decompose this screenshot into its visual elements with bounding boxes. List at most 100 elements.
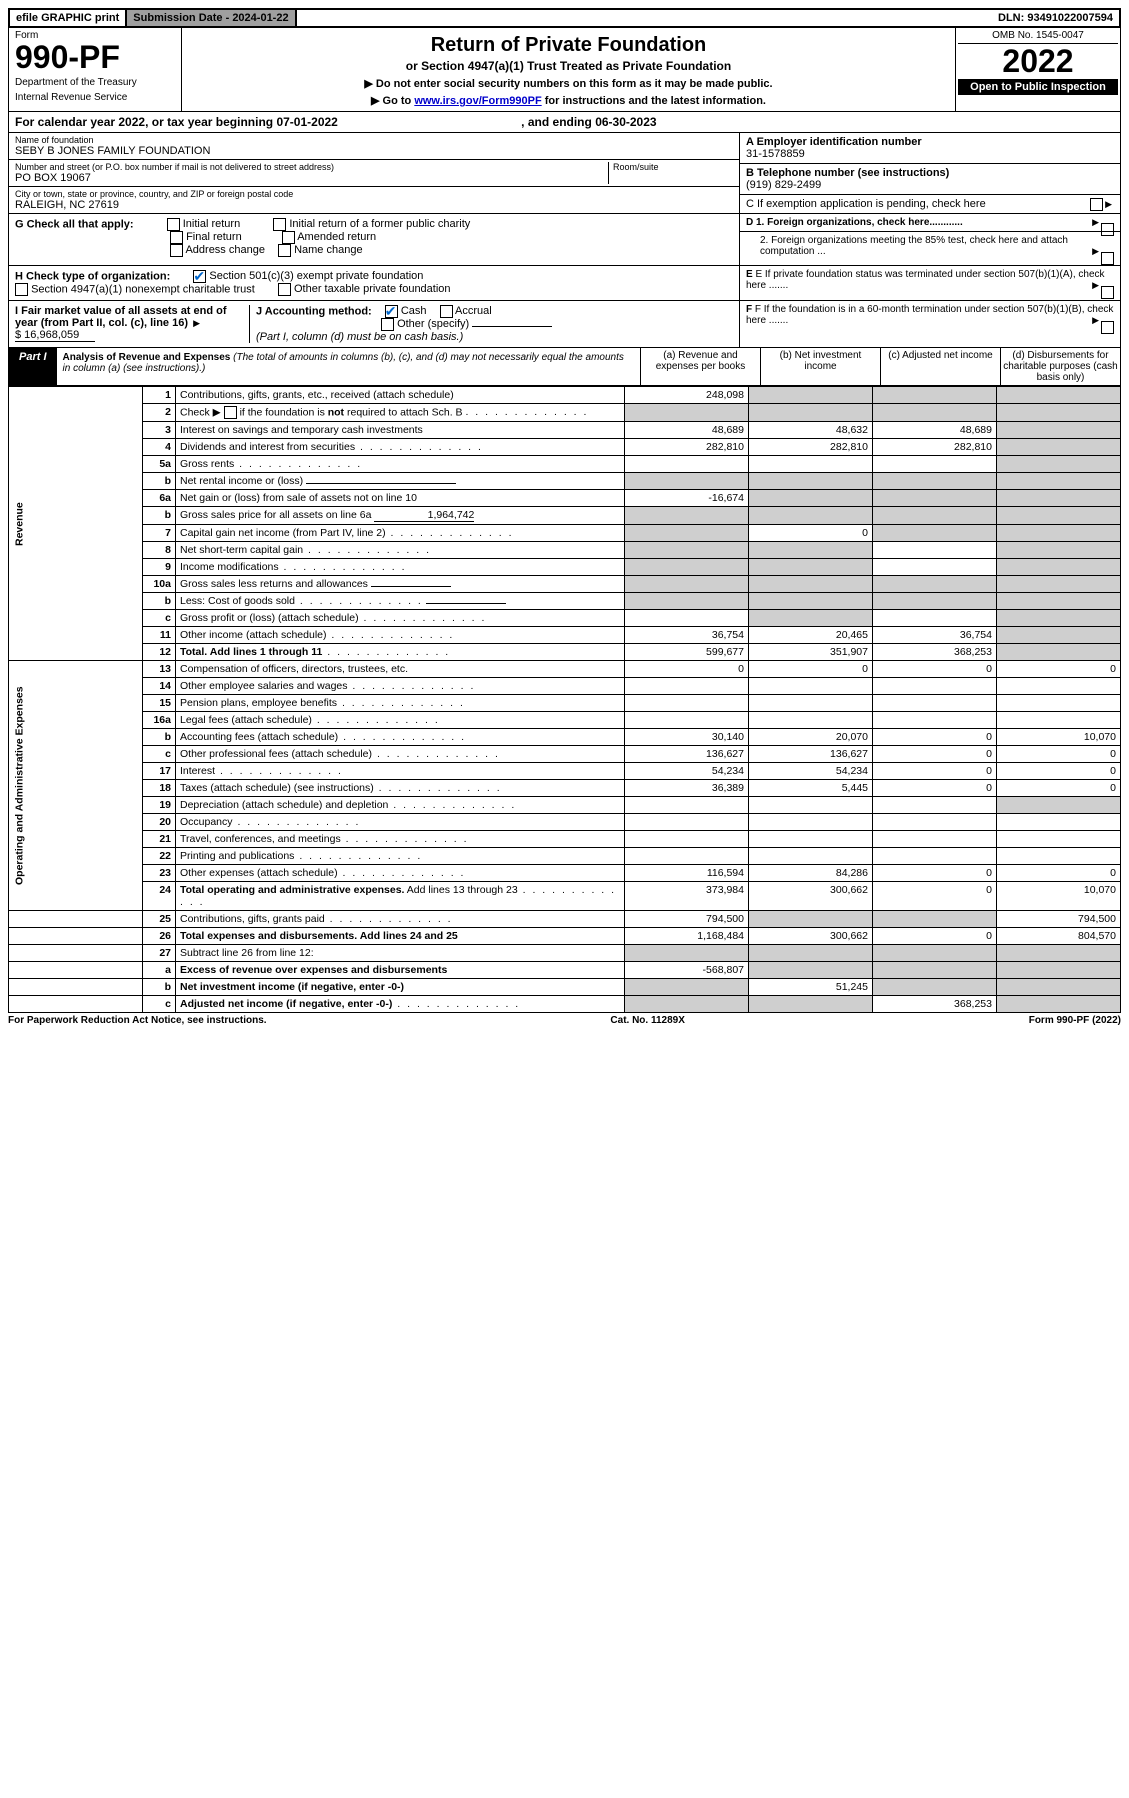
j-other-checkbox[interactable] — [381, 318, 394, 331]
address-cell: Number and street (or P.O. box number if… — [9, 160, 739, 187]
g-o1: Initial return — [183, 218, 240, 230]
revenue-side-label: Revenue — [9, 387, 143, 661]
6b-value: 1,964,742 — [374, 509, 474, 522]
header-left: Form 990-PF Department of the Treasury I… — [9, 28, 182, 111]
h-501c3-checkbox[interactable] — [193, 270, 206, 283]
inst2-pre: ▶ Go to — [371, 95, 414, 107]
d1-checkbox[interactable] — [1101, 223, 1114, 236]
city: RALEIGH, NC 27619 — [15, 199, 733, 211]
e-label: E If private foundation status was termi… — [746, 269, 1105, 291]
table-row: 16aLegal fees (attach schedule) — [9, 712, 1121, 729]
line-label: Contributions, gifts, grants, etc., rece… — [176, 387, 625, 404]
table-row: 22Printing and publications — [9, 848, 1121, 865]
f-checkbox[interactable] — [1101, 321, 1114, 334]
col-d-header: (d) Disbursements for charitable purpose… — [1000, 348, 1120, 385]
g-o2: Final return — [186, 231, 242, 243]
phone-label: B Telephone number (see instructions) — [746, 167, 949, 179]
g-o5: Amended return — [297, 231, 376, 243]
h-section: H Check type of organization: Section 50… — [8, 266, 1121, 301]
table-row: 25Contributions, gifts, grants paid794,5… — [9, 911, 1121, 928]
d2-cell: 2. Foreign organizations meeting the 85%… — [740, 232, 1120, 260]
g-former-checkbox[interactable] — [273, 218, 286, 231]
part1-badge: Part I — [9, 348, 57, 385]
phone: (919) 829-2499 — [746, 179, 821, 191]
amt-d — [997, 387, 1121, 404]
g-amended-checkbox[interactable] — [282, 231, 295, 244]
line-num: 2 — [143, 404, 176, 422]
info-block: Name of foundation SEBY B JONES FAMILY F… — [8, 133, 1121, 214]
ein-cell: A Employer identification number 31-1578… — [740, 133, 1120, 164]
table-row: aExcess of revenue over expenses and dis… — [9, 962, 1121, 979]
page-footer: For Paperwork Reduction Act Notice, see … — [8, 1013, 1121, 1028]
g-final-checkbox[interactable] — [170, 231, 183, 244]
table-row: cOther professional fees (attach schedul… — [9, 746, 1121, 763]
g-initial-checkbox[interactable] — [167, 218, 180, 231]
phone-cell: B Telephone number (see instructions) (9… — [740, 164, 1120, 195]
table-row: bGross sales price for all assets on lin… — [9, 507, 1121, 525]
dln: DLN: 93491022007594 — [992, 10, 1119, 26]
table-row: 20Occupancy — [9, 814, 1121, 831]
table-row: 6aNet gain or (loss) from sale of assets… — [9, 490, 1121, 507]
amt-a: 248,098 — [625, 387, 749, 404]
h-left: H Check type of organization: Section 50… — [9, 266, 739, 300]
form-link[interactable]: www.irs.gov/Form990PF — [414, 95, 541, 107]
arrow-icon — [1090, 217, 1101, 228]
c-cell: C If exemption application is pending, c… — [740, 195, 1120, 213]
table-row: 21Travel, conferences, and meetings — [9, 831, 1121, 848]
table-row: 4Dividends and interest from securities2… — [9, 439, 1121, 456]
col-c-header: (c) Adjusted net income — [880, 348, 1000, 385]
arrow-icon — [1103, 198, 1114, 210]
table-row: 18Taxes (attach schedule) (see instructi… — [9, 780, 1121, 797]
h-o1: Section 501(c)(3) exempt private foundat… — [209, 270, 423, 282]
h-label: H Check type of organization: — [15, 270, 170, 282]
table-row: cGross profit or (loss) (attach schedule… — [9, 610, 1121, 627]
table-row: 9Income modifications — [9, 559, 1121, 576]
table-row: Revenue 1 Contributions, gifts, grants, … — [9, 387, 1121, 404]
i-value: $ 16,968,059 — [15, 329, 95, 342]
arrow-icon — [1090, 315, 1101, 326]
part1-title: Analysis of Revenue and Expenses — [63, 352, 231, 363]
g-left: G Check all that apply: Initial return I… — [9, 214, 739, 265]
table-row: 12Total. Add lines 1 through 11599,67735… — [9, 644, 1121, 661]
ein-label: A Employer identification number — [746, 136, 922, 148]
table-row: 8Net short-term capital gain — [9, 542, 1121, 559]
info-left: Name of foundation SEBY B JONES FAMILY F… — [9, 133, 739, 213]
table-row: bLess: Cost of goods sold — [9, 593, 1121, 610]
tax-year: 2022 — [958, 44, 1118, 79]
j-o3: Other (specify) — [397, 318, 469, 330]
f-label: F If the foundation is in a 60-month ter… — [746, 304, 1113, 326]
top-bar: efile GRAPHIC print Submission Date - 20… — [8, 8, 1121, 28]
table-row: bNet rental income or (loss) — [9, 473, 1121, 490]
efile-label: efile GRAPHIC print — [10, 10, 127, 26]
table-row: 7Capital gain net income (from Part IV, … — [9, 525, 1121, 542]
ij-left: I Fair market value of all assets at end… — [9, 301, 739, 347]
e-checkbox[interactable] — [1101, 286, 1114, 299]
h-o3: Other taxable private foundation — [294, 283, 451, 295]
d1-label: D 1. Foreign organizations, check here..… — [746, 217, 963, 228]
j-other-line — [472, 326, 552, 327]
h-4947-checkbox[interactable] — [15, 283, 28, 296]
table-row: bAccounting fees (attach schedule)30,140… — [9, 729, 1121, 746]
table-row: 26Total expenses and disbursements. Add … — [9, 928, 1121, 945]
c-checkbox[interactable] — [1090, 198, 1103, 211]
col-a-header: (a) Revenue and expenses per books — [640, 348, 760, 385]
j-cash-checkbox[interactable] — [385, 305, 398, 318]
d2-checkbox[interactable] — [1101, 252, 1114, 265]
table-row: 15Pension plans, employee benefits — [9, 695, 1121, 712]
table-row: 2 Check ▶ if the foundation is not requi… — [9, 404, 1121, 422]
j-note: (Part I, column (d) must be on cash basi… — [256, 331, 463, 343]
table-row: 5aGross rents — [9, 456, 1121, 473]
g-name-checkbox[interactable] — [278, 244, 291, 257]
table-row: Operating and Administrative Expenses 13… — [9, 661, 1121, 678]
foundation-name: SEBY B JONES FAMILY FOUNDATION — [15, 145, 733, 157]
cal-mid: , and ending — [518, 115, 595, 129]
footer-left: For Paperwork Reduction Act Notice, see … — [8, 1015, 267, 1026]
g-address-checkbox[interactable] — [170, 244, 183, 257]
h-other-checkbox[interactable] — [278, 283, 291, 296]
expenses-side-label: Operating and Administrative Expenses — [9, 661, 143, 911]
j-accrual-checkbox[interactable] — [440, 305, 453, 318]
part1-header-row: Part I Analysis of Revenue and Expenses … — [8, 348, 1121, 386]
schb-checkbox[interactable] — [224, 406, 237, 419]
open-public: Open to Public Inspection — [958, 79, 1118, 95]
i-cell: I Fair market value of all assets at end… — [15, 305, 250, 343]
